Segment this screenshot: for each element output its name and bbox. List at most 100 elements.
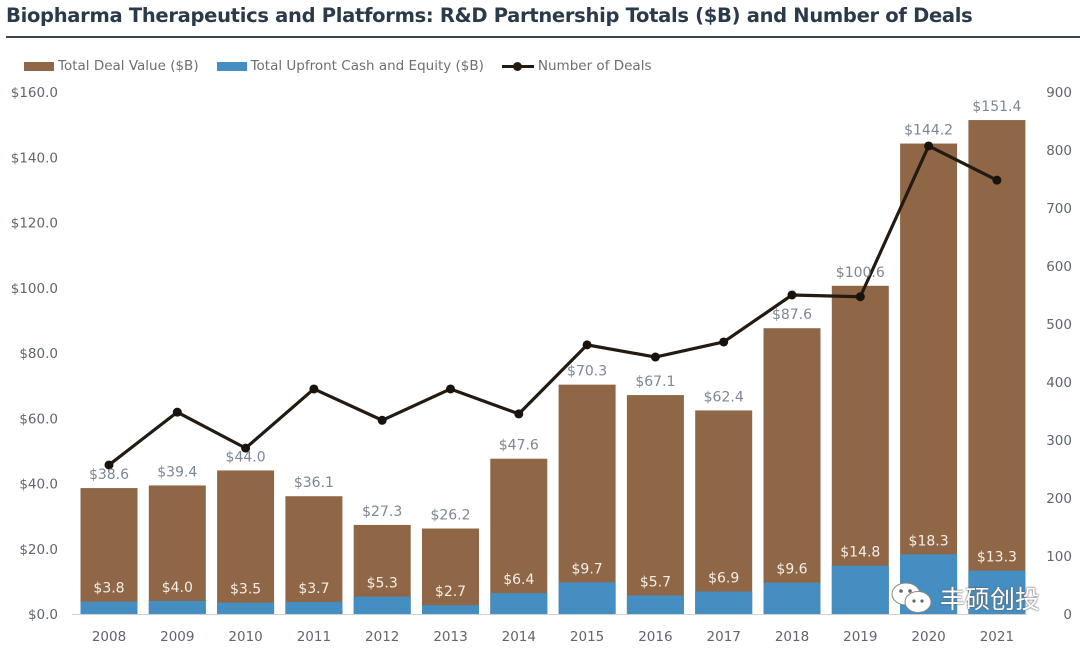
y-left-tick-label: $20.0 [19, 542, 58, 558]
data-label-total-deal-value: $38.6 [89, 467, 129, 483]
y-right-tick-label: 200 [1046, 491, 1072, 507]
data-label-total-deal-value: $62.4 [704, 389, 744, 405]
legend-label: Total Deal Value ($B) [58, 58, 199, 74]
bar-upfront-cash-equity [422, 605, 479, 614]
data-label-total-deal-value: $70.3 [567, 364, 607, 380]
point-number-of-deals [582, 340, 592, 350]
data-label-upfront: $9.6 [776, 562, 807, 578]
data-label-total-deal-value: $39.4 [157, 464, 197, 480]
bar-upfront-cash-equity [80, 601, 138, 614]
data-label-upfront: $3.5 [230, 582, 261, 598]
x-tick-label: 2017 [707, 629, 741, 645]
bar-total-deal-value [763, 328, 821, 614]
bar-total-deal-value [695, 410, 753, 614]
bars-layer [80, 120, 1026, 615]
point-number-of-deals [446, 384, 455, 394]
y-left-tick-label: $60.0 [19, 411, 58, 427]
bar-upfront-cash-equity [285, 601, 343, 614]
point-number-of-deals [241, 443, 251, 453]
data-label-upfront: $14.8 [840, 545, 880, 561]
x-tick-label: 2018 [775, 629, 809, 645]
data-label-upfront: $13.3 [977, 550, 1017, 566]
data-label-total-deal-value: $36.1 [294, 475, 334, 491]
legend-label: Number of Deals [537, 58, 652, 74]
y-right-tick-label: 100 [1046, 549, 1072, 565]
point-number-of-deals [855, 292, 865, 302]
x-tick-label: 2008 [92, 629, 126, 645]
x-tick-label: 2014 [502, 629, 536, 645]
bar-upfront-cash-equity [626, 595, 684, 614]
data-label-upfront: $4.0 [162, 580, 193, 596]
point-number-of-deals [719, 337, 729, 347]
point-number-of-deals [924, 141, 934, 151]
point-number-of-deals [787, 290, 797, 300]
legend-swatch-total-deal-value [24, 61, 54, 71]
x-tick-label: 2010 [228, 629, 262, 645]
legend-swatch-upfront [216, 61, 247, 71]
y-left-tick-label: $100.0 [11, 281, 58, 297]
x-tick-label: 2011 [297, 629, 331, 645]
bar-upfront-cash-equity [558, 582, 616, 614]
data-label-upfront: $6.9 [708, 570, 739, 586]
y-left-tick-label: $0.0 [28, 607, 58, 623]
y-right-tick-label: 500 [1046, 317, 1072, 333]
data-label-total-deal-value: $27.3 [362, 504, 402, 520]
data-label-upfront: $3.7 [298, 581, 329, 597]
wechat-icon [891, 582, 932, 613]
data-label-total-deal-value: $151.4 [972, 99, 1021, 115]
point-number-of-deals [172, 407, 182, 417]
data-label-total-deal-value: $87.6 [772, 307, 812, 323]
data-label-total-deal-value: $26.2 [430, 508, 470, 524]
data-label-total-deal-value: $47.6 [499, 438, 539, 454]
bar-upfront-cash-equity [148, 600, 206, 614]
bar-total-deal-value [490, 458, 548, 614]
bar-total-deal-value [900, 143, 958, 615]
point-number-of-deals [377, 415, 387, 425]
axes-layer: 2008 2009 2010 2011 2012 2013 2014 2015 2016 2017… [11, 85, 1072, 645]
y-right-tick-label: 800 [1046, 143, 1072, 159]
y-right-tick-label: 900 [1046, 85, 1072, 101]
x-tick-label: 2020 [911, 629, 945, 645]
chart-title: Biopharma Therapeutics and Platforms: R&… [6, 4, 973, 27]
legend-label: Total Upfront Cash and Equity ($B) [250, 58, 484, 74]
y-left-tick-label: $140.0 [11, 150, 58, 166]
data-label-upfront: $5.7 [640, 574, 671, 590]
y-right-tick-label: 0 [1063, 607, 1072, 623]
y-right-tick-label: 300 [1046, 433, 1072, 449]
bar-total-deal-value [148, 485, 206, 614]
bar-upfront-cash-equity [695, 591, 753, 614]
x-tick-label: 2019 [843, 629, 877, 645]
y-right-tick-label: 700 [1046, 201, 1072, 217]
x-tick-label: 2015 [570, 629, 604, 645]
legend-line-marker-icon [501, 60, 534, 72]
bar-upfront-cash-equity [217, 602, 275, 614]
title-divider [6, 36, 1080, 38]
data-label-total-deal-value: $100.6 [836, 265, 885, 281]
legend: Total Deal Value ($B) Total Upfront Cash… [24, 58, 670, 74]
bar-upfront-cash-equity [763, 582, 821, 614]
bar-upfront-cash-equity [831, 565, 889, 614]
y-left-tick-label: $40.0 [19, 477, 58, 493]
x-tick-label: 2021 [980, 629, 1014, 645]
x-tick-label: 2013 [433, 629, 467, 645]
legend-item-total-deal-value: Total Deal Value ($B) [24, 58, 199, 74]
watermark-text: 丰硕创投 [940, 585, 1041, 614]
bar-total-deal-value [831, 285, 889, 614]
data-label-upfront: $18.3 [909, 533, 949, 549]
point-number-of-deals [309, 384, 319, 394]
y-left-tick-label: $80.0 [19, 346, 58, 362]
data-label-upfront: $2.7 [435, 584, 466, 600]
y-left-tick-label: $120.0 [11, 216, 58, 232]
data-label-upfront: $3.8 [93, 581, 124, 597]
data-label-upfront: $5.3 [367, 576, 398, 592]
bar-total-deal-value [422, 528, 479, 614]
labels-layer: $38.6 $3.8 $39.4 $4.0 $44.0 $3.5 $36.1 $3.7 $27.… [89, 99, 1022, 600]
data-label-total-deal-value: $67.1 [635, 374, 675, 390]
y-left-tick-label: $160.0 [11, 85, 58, 101]
data-label-upfront: $9.7 [572, 561, 603, 577]
legend-item-number-of-deals: Number of Deals [501, 58, 652, 74]
bar-total-deal-value [217, 470, 275, 614]
point-number-of-deals [514, 409, 524, 419]
bar-total-deal-value [626, 395, 684, 614]
